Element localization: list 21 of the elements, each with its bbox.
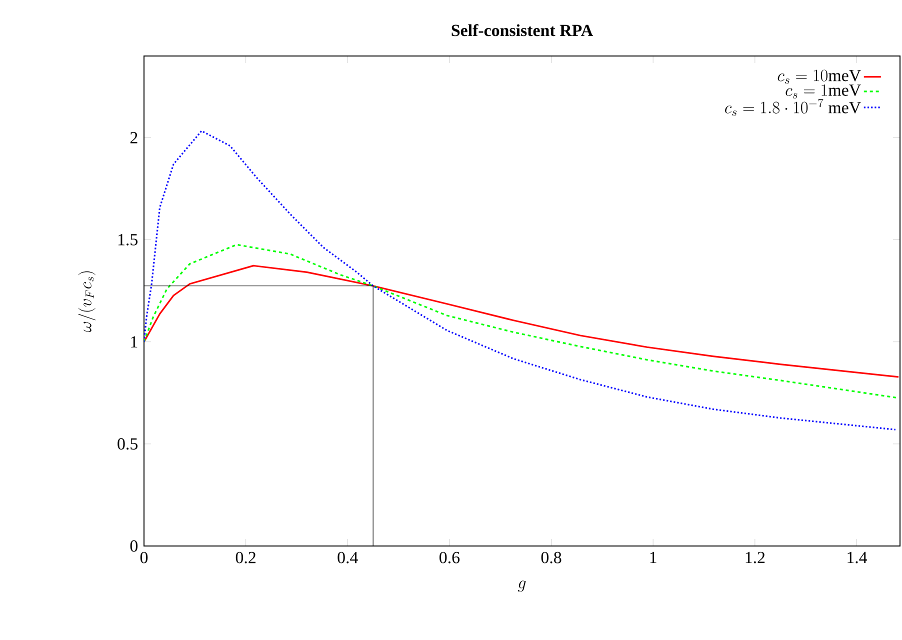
y-tick-label: 0.5 <box>118 438 138 450</box>
x-tick-label: 1.2 <box>746 552 765 564</box>
x-tick-label: 1 <box>650 552 656 564</box>
x-tick-label: 0.6 <box>440 552 460 564</box>
y-tick-label: 2 <box>130 132 138 144</box>
legend-label: $c_s = 1\mathrm{meV}$ <box>786 84 861 98</box>
x-axis-title: $g$ <box>518 580 526 592</box>
y-axis-title: $\omega/(v_F c_s)$ <box>78 271 96 332</box>
x-tick-label: 0.4 <box>338 552 358 564</box>
x-tick-label: 0.8 <box>541 552 562 564</box>
chart-title: Self-consistent RPA <box>452 24 593 36</box>
legend-label: $c_s = 1.8\cdot 10^{-7}\ \mathrm{meV}$ <box>725 98 861 116</box>
line-series <box>144 264 900 378</box>
line-series <box>144 130 896 430</box>
y-tick-label: 1 <box>131 336 138 348</box>
y-tick-label: 1.5 <box>118 234 138 246</box>
legend-label: $c_s = 10\mathrm{meV}$ <box>778 70 861 84</box>
x-tick-label: 1.4 <box>848 552 868 564</box>
x-tick-label: 0.2 <box>236 552 256 564</box>
y-tick-label: 0 <box>130 540 138 552</box>
x-tick-label: 0 <box>140 552 148 564</box>
